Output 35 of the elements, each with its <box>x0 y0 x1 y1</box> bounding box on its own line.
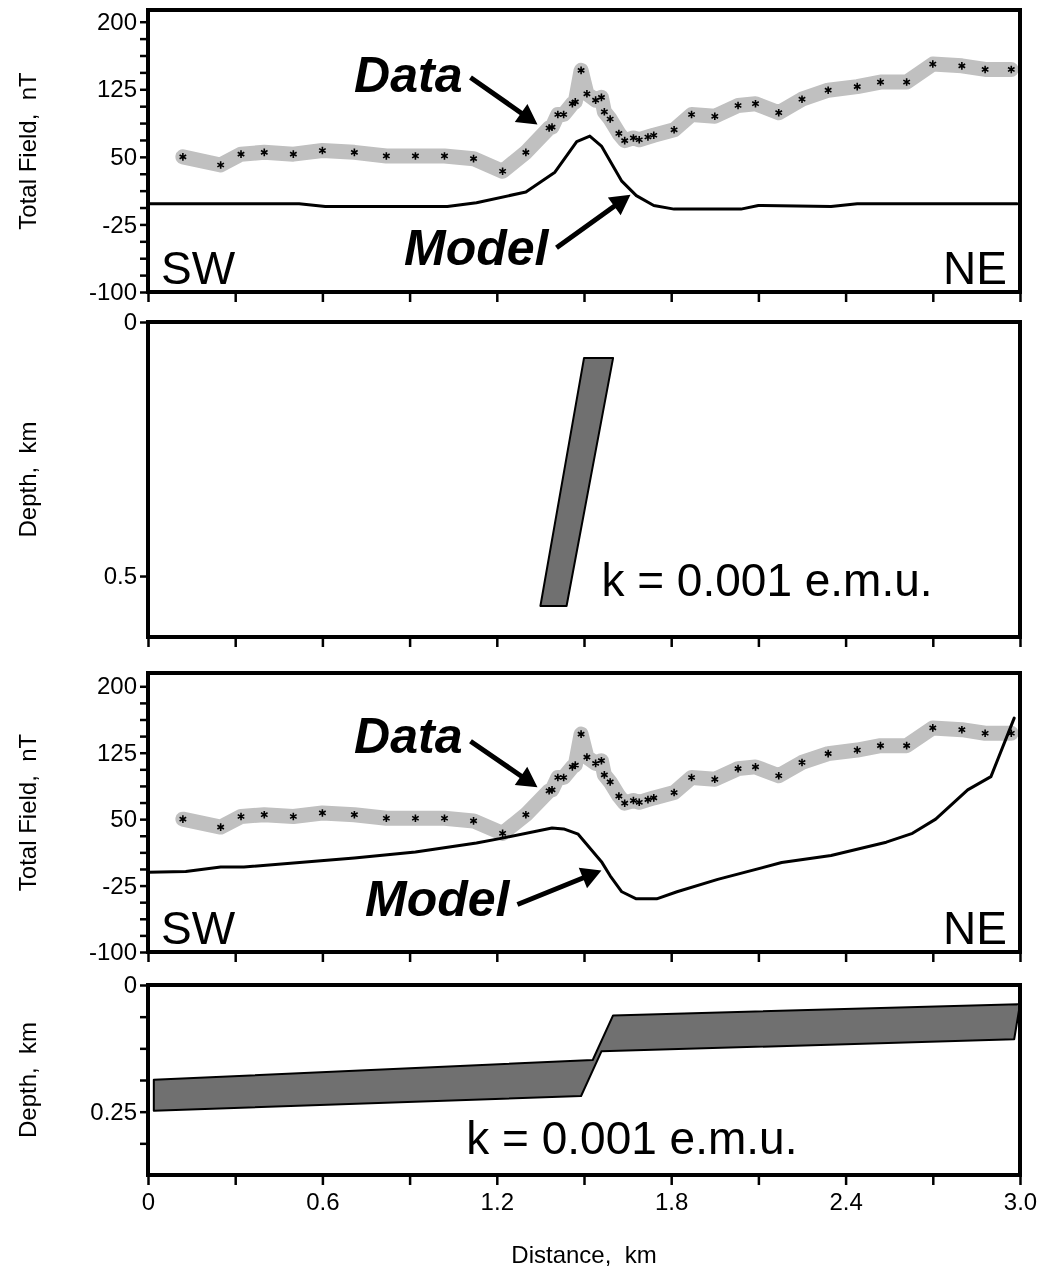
x-tick-label: 2.4 <box>829 1187 863 1215</box>
y-tick-label: 0.5 <box>103 562 137 590</box>
x-tick-label: 0 <box>141 1187 156 1215</box>
y-tick-label: -25 <box>102 210 137 238</box>
y-axis-title: Depth, km <box>14 421 41 538</box>
annotation: Data <box>354 47 463 104</box>
y-tick-label: 50 <box>110 143 137 171</box>
y-tick-label: -100 <box>88 278 137 306</box>
annotation: SW <box>161 901 236 954</box>
y-tick-label: 0 <box>123 308 137 336</box>
annotation: k = 0.001 e.m.u. <box>466 1112 798 1165</box>
y-axis-title: Total Field, nT <box>14 71 41 230</box>
annotation: NE <box>943 901 1007 954</box>
x-axis-title: Distance, km <box>511 1241 657 1268</box>
y-tick-label: 200 <box>96 7 137 35</box>
y-tick-label: 50 <box>110 805 137 833</box>
y-axis-title: Depth, km <box>14 1021 41 1139</box>
x-tick-label: 1.2 <box>480 1187 514 1215</box>
y-tick-label: 125 <box>96 75 137 103</box>
y-tick-label: -100 <box>88 938 137 966</box>
annotation: k = 0.001 e.m.u. <box>601 554 933 607</box>
annotation: Model <box>404 219 550 276</box>
x-tick-label: 1.8 <box>655 1187 689 1215</box>
annotation: Data <box>354 708 463 765</box>
y-axis-title: Total Field, nT <box>14 733 41 892</box>
y-tick-label: -25 <box>102 871 137 899</box>
y-tick-label: 0.25 <box>90 1097 137 1125</box>
x-tick-label: 0.6 <box>306 1187 340 1215</box>
x-tick-label: 3.0 <box>1003 1187 1038 1215</box>
y-tick-label: 200 <box>96 672 137 700</box>
y-tick-label: 125 <box>96 738 137 766</box>
annotation: Model <box>365 870 511 927</box>
annotation: NE <box>943 241 1007 294</box>
annotation: SW <box>161 241 236 294</box>
y-tick-label: 0 <box>123 971 137 999</box>
